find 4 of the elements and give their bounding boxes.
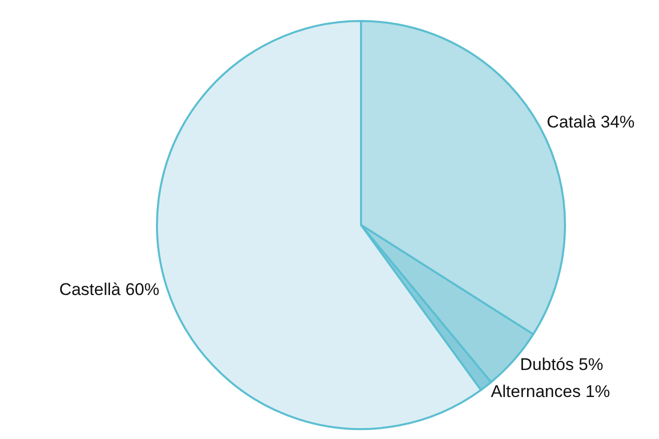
slice-label: Alternances 1%	[490, 382, 610, 402]
slice-label: Castellà 60%	[59, 280, 160, 300]
slice-label: Dubtós 5%	[520, 354, 604, 374]
slice-label: Català 34%	[546, 112, 635, 132]
